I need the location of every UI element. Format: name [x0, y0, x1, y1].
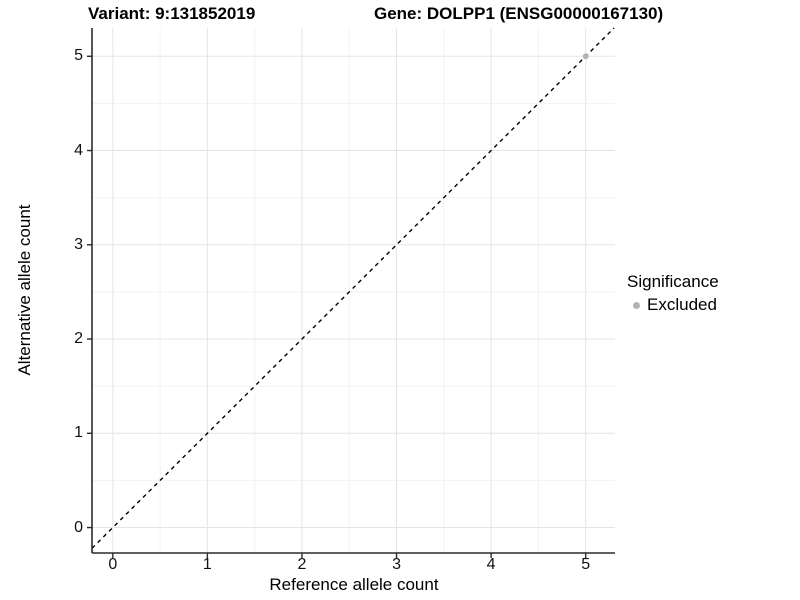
legend-item-excluded: Excluded	[627, 295, 719, 315]
x-tick-label: 5	[581, 556, 591, 573]
variant-title: Variant: 9:131852019	[88, 4, 256, 23]
identity-line	[91, 27, 615, 549]
y-axis-title: Alternative allele count	[15, 204, 34, 376]
y-tick-label: 2	[74, 330, 83, 348]
x-tick-label: 3	[392, 556, 401, 573]
x-tick-label: 4	[486, 556, 496, 573]
x-tick-label: 0	[108, 556, 118, 573]
x-tick-label: 2	[297, 556, 307, 573]
y-tick-label: 5	[74, 47, 83, 65]
y-tick-label: 4	[74, 141, 83, 159]
legend: Significance Excluded	[627, 272, 719, 315]
y-tick-label: 1	[74, 424, 83, 442]
y-tick-label: 0	[74, 518, 83, 536]
x-tick-label: 1	[202, 556, 212, 573]
excluded-point-icon	[633, 301, 640, 309]
x-axis-title: Reference allele count	[269, 575, 439, 594]
legend-item-label: Excluded	[647, 295, 717, 314]
gene-title: Gene: DOLPP1 (ENSG00000167130)	[374, 4, 664, 23]
legend-title: Significance	[627, 272, 719, 291]
y-tick-label: 3	[74, 235, 83, 253]
data-point-excluded	[582, 53, 589, 60]
